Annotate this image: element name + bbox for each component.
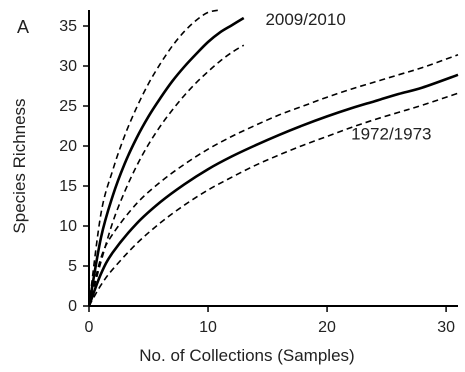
y-tick-label: 10 xyxy=(59,218,77,235)
curves-group xyxy=(89,9,459,307)
series-annotations: 2009/2010 1972/1973 xyxy=(265,10,431,143)
y-axis-title: Species Richness xyxy=(10,98,29,233)
confidence-bound-line xyxy=(89,9,221,307)
y-tick-label: 15 xyxy=(59,178,77,195)
series-label: 1972/1973 xyxy=(351,125,431,144)
x-tick-label: 10 xyxy=(199,319,217,336)
series-label: 2009/2010 xyxy=(265,10,345,29)
y-ticks: 0 5 10 15 20 25 30 35 xyxy=(59,18,89,315)
x-tick-label: 0 xyxy=(85,319,94,336)
confidence-bound-line xyxy=(89,44,245,307)
confidence-bound-line xyxy=(89,54,459,307)
x-axis-title: No. of Collections (Samples) xyxy=(139,346,354,365)
y-tick-label: 20 xyxy=(59,138,77,155)
panel-label: A xyxy=(17,17,29,37)
confidence-bound-line xyxy=(89,92,459,307)
y-tick-label: 35 xyxy=(59,18,77,35)
richness-curve-line xyxy=(89,16,245,307)
y-tick-label: 30 xyxy=(59,58,77,75)
y-tick-label: 25 xyxy=(59,98,77,115)
x-ticks: 0 10 20 30 xyxy=(85,306,455,336)
x-tick-label: 30 xyxy=(437,319,455,336)
y-tick-label: 0 xyxy=(68,298,77,315)
y-tick-label: 5 xyxy=(68,258,77,275)
richness-curve-line xyxy=(89,73,459,307)
x-tick-label: 20 xyxy=(318,319,336,336)
